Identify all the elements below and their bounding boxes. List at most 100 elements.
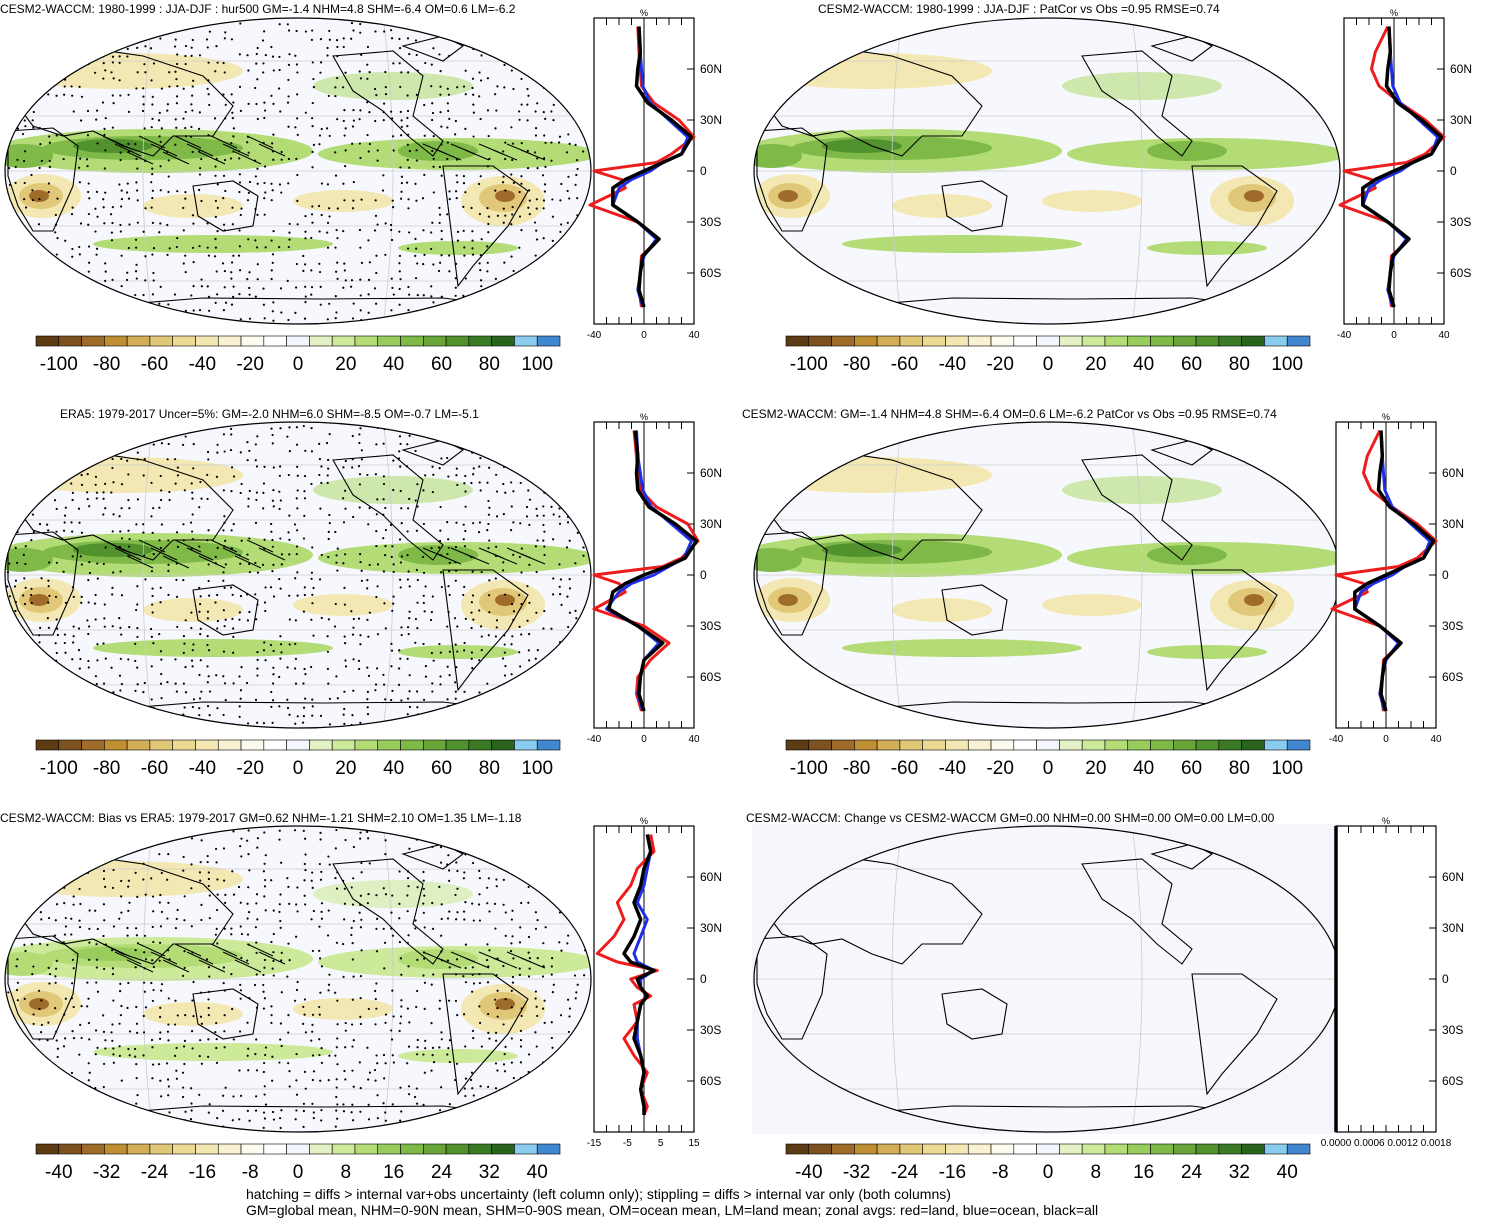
colorbar-swatch [1264, 1144, 1287, 1154]
colorbar-label: 60 [431, 354, 452, 375]
colorbar-swatch [173, 740, 196, 750]
southern-wet-band [842, 639, 1082, 657]
colorbar-swatch [446, 336, 469, 346]
colorbar-label: 100 [1271, 354, 1303, 375]
colorbar-swatch [923, 740, 946, 750]
colorbar-swatch [514, 740, 537, 750]
zonal-x-label: 0 [1383, 734, 1389, 745]
zonal-lat-label: 60S [1450, 266, 1471, 280]
zonal-lat-label: 0 [1450, 164, 1457, 178]
colorbar-label: -24 [141, 1162, 169, 1183]
northern-dry-band [3, 53, 243, 89]
colorbar-swatch [1242, 1144, 1265, 1154]
colorbar-swatch [854, 336, 877, 346]
colorbar-swatch [1037, 336, 1060, 346]
colorbar-swatch [173, 1144, 196, 1154]
dry-africa-core [778, 190, 798, 202]
zonal-x-label: 0.0006 [1354, 1138, 1385, 1149]
zonal-unit-label: % [1382, 412, 1390, 422]
northern-dry-band [752, 457, 992, 493]
zonal-x-label: -40 [1329, 734, 1344, 745]
colorbar-swatch [968, 336, 991, 346]
colorbar-swatch [241, 740, 264, 750]
colorbar-swatch [218, 336, 241, 346]
colorbar-label: 20 [1085, 354, 1106, 375]
colorbar-swatch [36, 1144, 59, 1154]
colorbar-swatch [786, 336, 809, 346]
colorbar-swatch [900, 740, 923, 750]
colorbar-swatch [1082, 336, 1105, 346]
colorbar-label: -32 [93, 1162, 120, 1183]
colorbar-swatch [218, 1144, 241, 1154]
colorbar-swatch [1128, 740, 1151, 750]
colorbar-label: 40 [527, 1162, 548, 1183]
southern-wet-band [93, 639, 333, 657]
colorbar-swatch [173, 336, 196, 346]
colorbar-label: -24 [891, 1162, 919, 1183]
colorbar-swatch [36, 336, 59, 346]
zonal-x-label: -15 [587, 1138, 602, 1149]
colorbar-swatch [309, 336, 332, 346]
colorbar-label: -40 [189, 354, 216, 375]
colorbar-swatch [287, 1144, 310, 1154]
colorbar-swatch [446, 1144, 469, 1154]
colorbar-swatch [287, 740, 310, 750]
zonal-lat-label: 0 [700, 972, 707, 986]
zonal-lat-label: 30N [1442, 921, 1464, 935]
colorbar-label: 24 [1181, 1162, 1203, 1183]
colorbar-label: 0 [293, 758, 304, 779]
colorbar-swatch [423, 336, 446, 346]
map-panel-2 [752, 16, 1342, 326]
colorbar-label: -20 [986, 758, 1013, 779]
colorbar-swatch [332, 740, 355, 750]
colorbar-swatch [127, 740, 150, 750]
colorbar-swatch [900, 336, 923, 346]
zonal-x-label: -40 [587, 330, 602, 341]
colorbar-swatch [1242, 740, 1265, 750]
colorbar-swatch [1173, 336, 1196, 346]
wet-band-east-core [398, 545, 478, 565]
colorbar-label: 40 [1133, 354, 1154, 375]
colorbar-label: 20 [335, 354, 356, 375]
zonal-lat-label: 30N [1442, 517, 1464, 531]
colorbar-swatch [378, 336, 401, 346]
dry-pacific [293, 998, 393, 1020]
colorbar-swatch [1151, 336, 1174, 346]
northern-wet-patch [1062, 72, 1222, 100]
colorbar-label: -60 [891, 354, 918, 375]
colorbar-label: 16 [1133, 1162, 1154, 1183]
colorbar-swatch [241, 1144, 264, 1154]
zonal-lat-label: 60S [1442, 670, 1463, 684]
colorbar-label: 0 [293, 354, 304, 375]
colorbar-label: -40 [189, 758, 216, 779]
dry-indian [143, 1002, 243, 1026]
dry-samerica-core [1244, 190, 1264, 202]
colorbar-label: 8 [1091, 1162, 1102, 1183]
colorbar-swatch [854, 740, 877, 750]
colorbar-label: -20 [986, 354, 1013, 375]
dry-africa-core [778, 594, 798, 606]
colorbar-swatch [150, 336, 173, 346]
colorbar-swatch [786, 1144, 809, 1154]
colorbar-swatch [537, 1144, 560, 1154]
colorbar-label: 60 [1181, 758, 1202, 779]
colorbar-swatch [809, 740, 832, 750]
zonal-lat-label: 30N [700, 921, 722, 935]
colorbar-swatch [1059, 1144, 1082, 1154]
panel-title-6: CESM2-WACCM: Change vs CESM2-WACCM GM=0.… [746, 811, 1274, 825]
colorbar-swatch [1105, 336, 1128, 346]
colorbar-label: -80 [843, 758, 870, 779]
colorbar-swatch [1037, 1144, 1060, 1154]
zonal-x-label: 40 [1430, 734, 1442, 745]
colorbar-swatch [1196, 336, 1219, 346]
zonal-x-label: 0 [641, 734, 647, 745]
footer-line-1: hatching = diffs > internal var+obs unce… [246, 1186, 951, 1202]
zonal-lat-label: 30S [1442, 1023, 1463, 1037]
colorbar-label: -32 [843, 1162, 870, 1183]
colorbar-swatch [945, 336, 968, 346]
zonal-x-label: 0 [641, 330, 647, 341]
colorbar-swatch [1037, 740, 1060, 750]
